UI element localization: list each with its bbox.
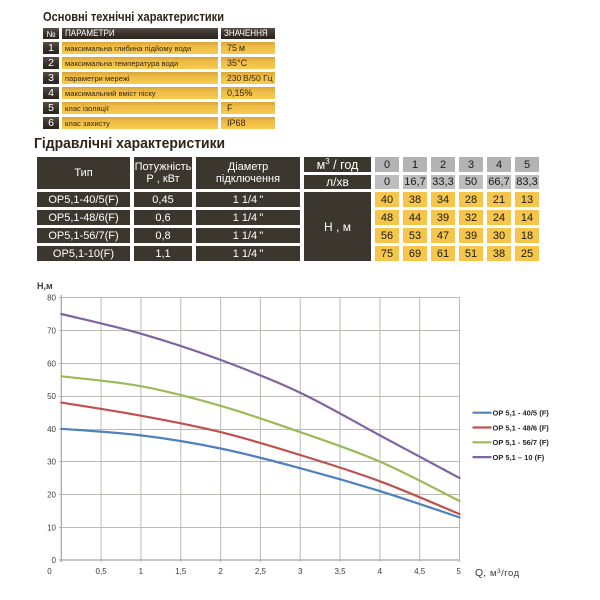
svg-text:2,5: 2,5 xyxy=(255,567,267,576)
svg-text:4,5: 4,5 xyxy=(414,567,426,576)
svg-text:20: 20 xyxy=(47,491,56,500)
svg-text:60: 60 xyxy=(47,360,56,369)
svg-text:80: 80 xyxy=(47,294,56,303)
svg-text:40: 40 xyxy=(47,425,56,434)
svg-text:ОР 5,1 - 48/6 (F): ОР 5,1 - 48/6 (F) xyxy=(493,423,550,432)
svg-text:ОР 5,1 - 40/5 (F): ОР 5,1 - 40/5 (F) xyxy=(493,409,550,418)
svg-text:70: 70 xyxy=(47,327,56,336)
svg-text:Н,м: Н,м xyxy=(37,281,53,291)
svg-text:1,5: 1,5 xyxy=(175,567,187,576)
svg-text:0: 0 xyxy=(52,556,57,565)
svg-text:10: 10 xyxy=(47,524,56,533)
svg-text:1: 1 xyxy=(139,567,144,576)
svg-text:ОР 5,1 - 56/7 (F): ОР 5,1 - 56/7 (F) xyxy=(493,438,550,447)
svg-text:3: 3 xyxy=(298,567,303,576)
svg-text:50: 50 xyxy=(47,392,56,401)
svg-text:ОР 5,1 – 10 (F): ОР 5,1 – 10 (F) xyxy=(493,453,545,462)
svg-text:Q,: Q, xyxy=(475,567,486,579)
svg-text:30: 30 xyxy=(47,458,56,467)
svg-text:5: 5 xyxy=(456,567,461,576)
svg-text:2: 2 xyxy=(218,567,223,576)
svg-text:0,5: 0,5 xyxy=(96,567,108,576)
svg-text:4: 4 xyxy=(378,567,383,576)
svg-text:0: 0 xyxy=(47,567,52,576)
svg-text:3,5: 3,5 xyxy=(334,567,346,576)
svg-text:м3/год: м3/год xyxy=(490,568,520,579)
